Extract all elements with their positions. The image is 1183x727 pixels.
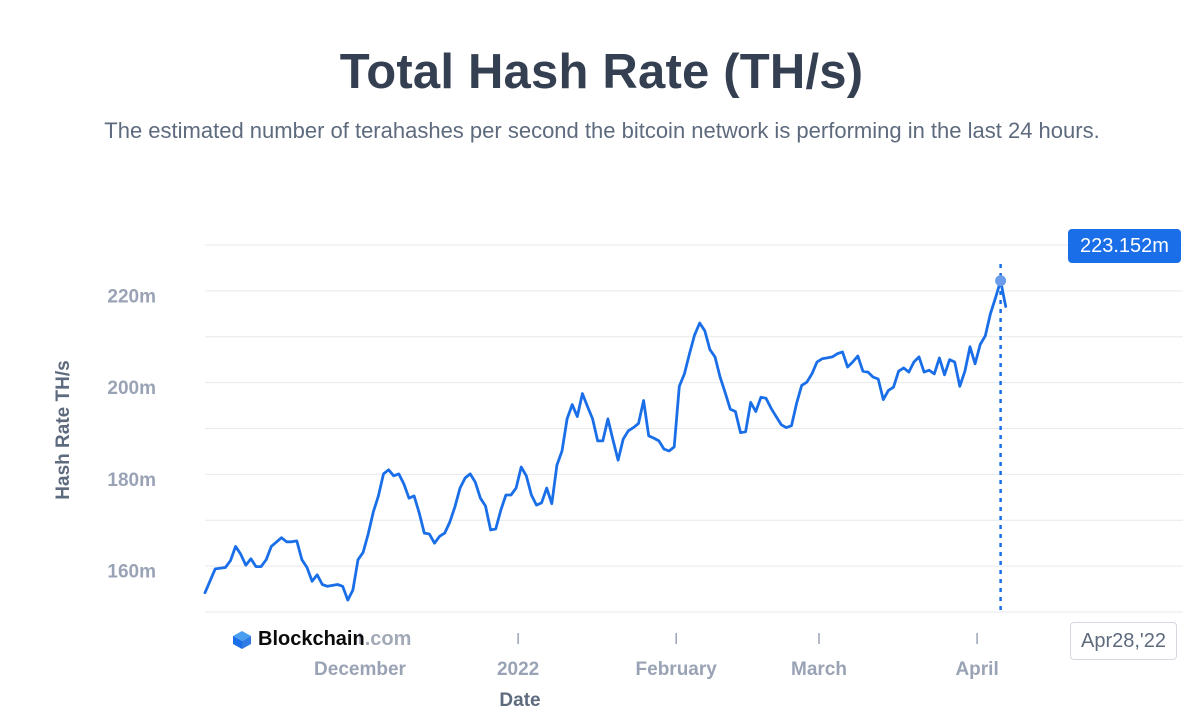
y-tick-label: 160m xyxy=(107,562,156,583)
date-tooltip-box: Apr28,'22 xyxy=(1070,622,1177,660)
hover-point xyxy=(995,275,1007,287)
x-tick-label: December xyxy=(314,659,406,680)
hash-rate-series-line xyxy=(203,279,1008,602)
x-tick-marks: December 2022 February March April xyxy=(314,633,999,680)
page-title: Total Hash Rate (TH/s) xyxy=(339,45,864,99)
grid-lines xyxy=(205,244,1183,613)
page-subtitle: The estimated number of terahashes per s… xyxy=(104,118,1100,143)
blockchain-brand[interactable]: Blockchain .com xyxy=(232,628,411,651)
y-tick-labels: 160m 180m 200m 220m xyxy=(107,286,156,582)
value-tooltip-badge: 223.152m xyxy=(1068,229,1181,263)
blockchain-logo-icon xyxy=(233,630,251,649)
x-tick-label: 2022 xyxy=(497,659,539,680)
x-tick-label: March xyxy=(791,659,847,680)
y-tick-label: 200m xyxy=(107,378,156,399)
brand-name: Blockchain xyxy=(258,628,365,650)
x-tick-label: April xyxy=(955,659,998,680)
y-tick-label: 220m xyxy=(107,286,156,307)
brand-tld: .com xyxy=(364,628,412,650)
x-axis-label: Date xyxy=(499,690,541,711)
y-tick-label: 180m xyxy=(107,470,156,491)
x-tick-label: February xyxy=(636,659,718,680)
